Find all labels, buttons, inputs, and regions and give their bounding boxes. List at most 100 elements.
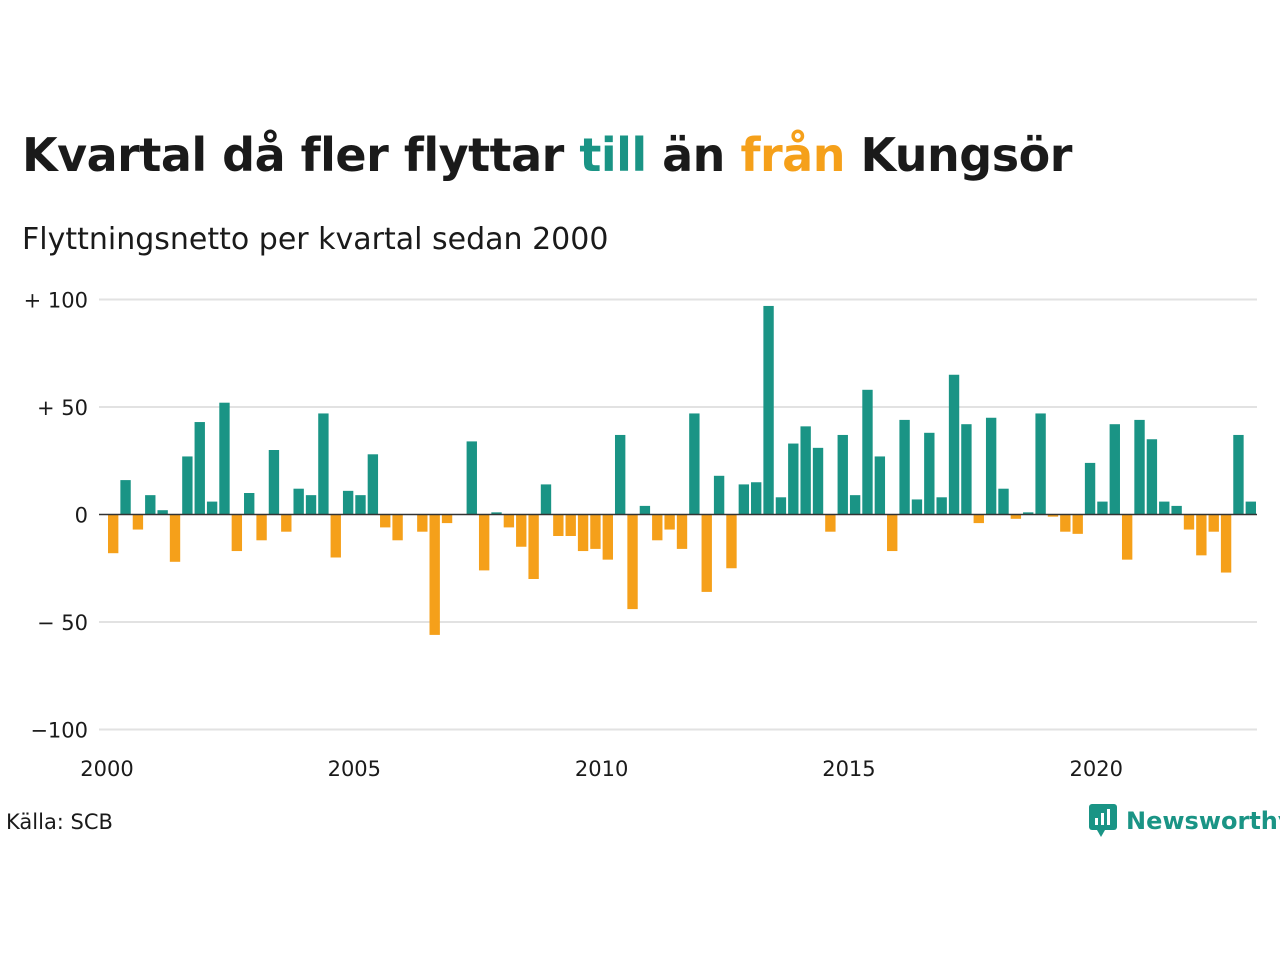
y-tick-label: 0 [75, 504, 88, 528]
bar [837, 434, 848, 515]
bar [281, 514, 292, 532]
bar [1146, 439, 1158, 515]
bar [1134, 419, 1145, 515]
bar [602, 514, 613, 560]
bar [491, 512, 502, 515]
bar [738, 484, 750, 515]
chart-title: Kvartal då fler flyttar till än från Kun… [22, 128, 1072, 182]
x-tick-label: 2010 [575, 757, 628, 781]
x-tick-label: 2005 [328, 757, 381, 781]
bar [145, 495, 156, 515]
x-tick-label: 2020 [1070, 757, 1123, 781]
bar [849, 495, 861, 515]
bar [887, 514, 898, 552]
title-word-fran: från [740, 128, 845, 182]
bar [577, 514, 589, 552]
bar [973, 514, 984, 524]
bar [540, 484, 552, 515]
bar [1159, 501, 1170, 515]
title-part-2: än [646, 128, 741, 182]
bar [726, 514, 737, 569]
newsworthy-logo-icon [1089, 804, 1117, 837]
bar [132, 514, 144, 530]
gridlines [99, 298, 1257, 731]
bar [713, 475, 725, 515]
bar [1196, 514, 1207, 556]
title-part-1: Kvartal då fler flyttar [22, 128, 580, 182]
bar [219, 402, 230, 515]
brand-name: Newsworthy [1126, 807, 1280, 835]
brand-logo: Newsworthy [1088, 803, 1280, 839]
bar [342, 490, 354, 515]
title-part-3: Kungsör [844, 128, 1072, 182]
bar [1121, 514, 1133, 560]
bar [812, 447, 824, 515]
bar [441, 514, 453, 524]
bar [763, 305, 774, 515]
source-credit: Källa: SCB [6, 810, 113, 834]
bar [1084, 462, 1096, 515]
bar [652, 514, 663, 541]
bar [1208, 514, 1219, 532]
x-tick-label: 2000 [80, 757, 133, 781]
x-axis-ticks: 2000 2005 2010 2015 2020 [80, 757, 1123, 781]
bar [664, 514, 675, 530]
bar [590, 514, 601, 549]
bar [936, 497, 947, 515]
bar [1097, 501, 1108, 515]
bar [1245, 501, 1256, 515]
bar [911, 499, 923, 515]
bar [565, 514, 576, 536]
bar [1010, 514, 1022, 519]
bar [948, 374, 960, 515]
bar [924, 432, 935, 515]
bar [825, 514, 836, 532]
title-word-till: till [579, 128, 647, 182]
bar [1047, 514, 1059, 517]
bar [429, 514, 440, 635]
bar [157, 510, 168, 515]
bar [355, 495, 366, 515]
bar [800, 426, 811, 515]
bar [1109, 424, 1120, 515]
bar [194, 422, 205, 515]
bar [367, 454, 379, 515]
y-axis-ticks: + 100 + 50 0 − 50 −100 [24, 289, 88, 743]
bar [961, 424, 972, 515]
bar [182, 456, 193, 515]
bar [701, 514, 712, 592]
bar [788, 443, 799, 515]
bar [330, 514, 341, 558]
y-tick-label: + 50 [37, 396, 88, 420]
bar [1072, 514, 1083, 534]
bar [553, 514, 564, 536]
bar [775, 497, 787, 515]
bar [1171, 505, 1182, 515]
x-tick-label: 2015 [822, 757, 875, 781]
bar [169, 514, 181, 562]
bar [1060, 514, 1071, 532]
bar [862, 389, 873, 515]
bar [627, 514, 638, 610]
bar [689, 413, 700, 515]
bar [1220, 514, 1232, 573]
bar [380, 514, 391, 528]
bar [528, 514, 539, 579]
bar [639, 505, 651, 515]
bar [305, 495, 317, 515]
bar [478, 514, 490, 571]
bar [256, 514, 267, 541]
bar [120, 480, 131, 515]
bars [108, 305, 1256, 635]
bar [206, 501, 218, 515]
bar [503, 514, 515, 528]
bar [1023, 512, 1034, 515]
bar [1035, 413, 1046, 515]
bar [899, 419, 910, 515]
bar [466, 441, 477, 515]
bar [231, 514, 243, 552]
y-tick-label: −100 [30, 719, 88, 743]
bar [874, 456, 886, 515]
y-tick-label: + 100 [24, 289, 88, 313]
